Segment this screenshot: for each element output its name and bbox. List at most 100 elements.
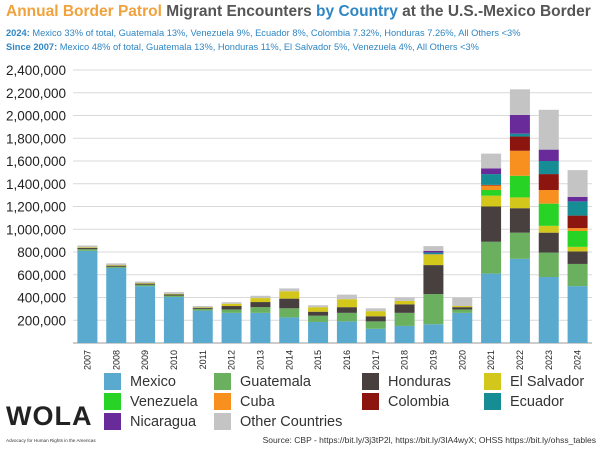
x-tick-label: 2010 bbox=[169, 350, 179, 370]
subtitle-since-2007-label: Since 2007: bbox=[6, 42, 58, 52]
legend-label: Honduras bbox=[388, 373, 451, 390]
bar-segment bbox=[106, 265, 127, 266]
bar-segment bbox=[423, 294, 444, 325]
bar-segment bbox=[481, 174, 502, 185]
subtitle-2024-label: 2024: bbox=[6, 28, 30, 38]
bar-segment bbox=[279, 308, 300, 318]
bar-segment bbox=[106, 263, 127, 266]
bar-segment bbox=[423, 246, 444, 251]
x-tick-label: 2018 bbox=[400, 350, 410, 370]
bar-segment bbox=[192, 306, 213, 308]
legend-item: Nicaragua bbox=[104, 413, 196, 430]
bar-segment bbox=[567, 263, 588, 287]
legend-swatch bbox=[104, 413, 121, 430]
legend-label: Venezuela bbox=[130, 393, 198, 410]
bar-segment bbox=[135, 281, 156, 284]
bar-segment bbox=[221, 309, 242, 313]
stacked-bar-chart: 200,000 400,000 600,000 800,000 1,000,000 1,2… bbox=[6, 63, 592, 370]
bar-segment bbox=[365, 328, 386, 343]
legend-label: Other Countries bbox=[240, 413, 343, 430]
bar-segment bbox=[308, 307, 329, 312]
bar-segment bbox=[567, 228, 588, 231]
bar-segment bbox=[481, 190, 502, 196]
bar-segment bbox=[336, 312, 357, 322]
bar-segment bbox=[279, 298, 300, 309]
legend-item: Venezuela bbox=[104, 393, 198, 410]
bar-segment bbox=[250, 307, 271, 313]
bar-segment bbox=[135, 286, 156, 343]
bar-segment bbox=[538, 277, 559, 343]
title-part-encounters: Migrant Encounters bbox=[161, 3, 312, 20]
legend-label: El Salvador bbox=[510, 373, 585, 390]
bar-segment bbox=[77, 248, 98, 250]
bar-segment bbox=[308, 311, 329, 316]
bar-segment bbox=[509, 175, 530, 198]
bar-segment bbox=[481, 185, 502, 191]
bar-segment bbox=[538, 161, 559, 175]
legend-swatch bbox=[362, 393, 379, 410]
bar-segment bbox=[394, 312, 415, 326]
bar-segment bbox=[394, 325, 415, 343]
bar-segment bbox=[481, 153, 502, 169]
x-tick-label: 2013 bbox=[255, 350, 265, 370]
bar-segment bbox=[481, 241, 502, 274]
y-tick-label: 1,400,000 bbox=[6, 177, 66, 192]
legend-swatch bbox=[484, 393, 501, 410]
subtitle-since-2007: Since 2007: Mexico 48% of total, Guatema… bbox=[6, 42, 479, 52]
bar-segment bbox=[509, 258, 530, 343]
y-tick-label: 800,000 bbox=[17, 245, 66, 260]
bar-segment bbox=[509, 208, 530, 233]
bar-segment bbox=[509, 89, 530, 115]
bar-segment bbox=[279, 317, 300, 343]
bar-segment bbox=[192, 308, 213, 311]
bar-segment bbox=[279, 288, 300, 292]
bar-segment bbox=[452, 312, 473, 343]
bar-segment bbox=[221, 306, 242, 310]
legend-swatch bbox=[362, 373, 379, 390]
x-tick-label: 2016 bbox=[342, 350, 352, 370]
y-tick-label: 1,600,000 bbox=[6, 154, 66, 169]
bar-segment bbox=[221, 303, 242, 307]
bar-segment bbox=[567, 230, 588, 247]
legend-item: Other Countries bbox=[214, 413, 342, 430]
title-part-border-patrol: Border Patrol bbox=[58, 3, 162, 20]
bar-segment bbox=[423, 265, 444, 295]
legend-swatch bbox=[104, 393, 121, 410]
x-tick-label: 2017 bbox=[371, 350, 381, 370]
bar-segment bbox=[481, 206, 502, 242]
legend-swatch bbox=[214, 413, 231, 430]
bar-segment bbox=[336, 299, 357, 308]
bar-segment bbox=[509, 197, 530, 209]
bar-segment bbox=[509, 136, 530, 151]
bar-segment bbox=[106, 267, 127, 343]
y-tick-label: 2,200,000 bbox=[6, 86, 66, 101]
x-tick-label: 2021 bbox=[486, 350, 496, 370]
bar-segment bbox=[538, 203, 559, 226]
bar-segment bbox=[221, 312, 242, 343]
bar-segment bbox=[163, 294, 184, 296]
legend-label: Nicaragua bbox=[130, 413, 197, 430]
bar-segment bbox=[192, 310, 213, 343]
bar-segment bbox=[135, 283, 156, 285]
x-tick-label: 2022 bbox=[515, 350, 525, 370]
bar-segment bbox=[567, 201, 588, 216]
x-tick-label: 2008 bbox=[111, 350, 121, 370]
bar-segment bbox=[394, 300, 415, 305]
legend-item: Guatemala bbox=[214, 373, 311, 390]
y-tick-label: 2,000,000 bbox=[6, 109, 66, 124]
x-tick-label: 2007 bbox=[82, 350, 92, 370]
x-tick-label: 2023 bbox=[544, 350, 554, 370]
legend-item: Honduras bbox=[362, 373, 451, 390]
logo-wordmark: WOLA bbox=[6, 401, 93, 431]
bar-segment bbox=[163, 296, 184, 343]
bar-segment bbox=[509, 150, 530, 176]
legend-item: Mexico bbox=[104, 373, 176, 390]
legend-swatch bbox=[214, 393, 231, 410]
logo-tagline: Advocacy for Human Rights in the America… bbox=[6, 438, 96, 443]
bar-segment bbox=[135, 284, 156, 287]
bar-segment bbox=[538, 232, 559, 253]
legend-item: El Salvador bbox=[484, 373, 584, 390]
x-tick-label: 2012 bbox=[227, 350, 237, 370]
bar-segment bbox=[481, 273, 502, 343]
bar-segment bbox=[567, 246, 588, 252]
